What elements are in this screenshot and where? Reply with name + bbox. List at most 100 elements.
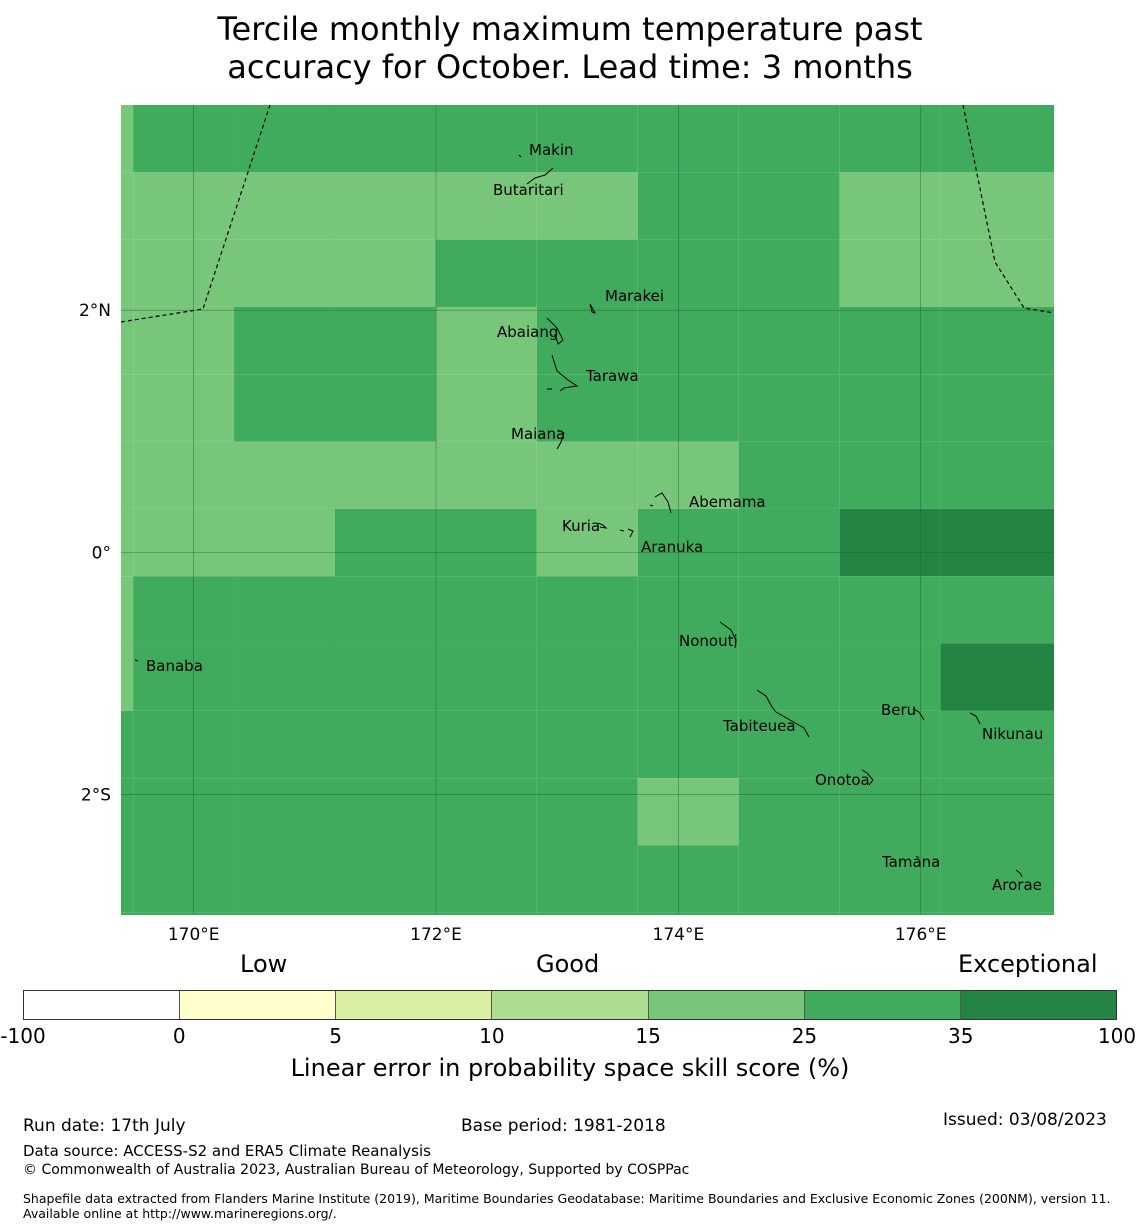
skill-cell <box>536 643 638 711</box>
skill-cell <box>839 643 941 711</box>
lat-tick-label: 2°S <box>81 786 111 806</box>
skill-cell <box>133 912 235 915</box>
colorbar-segment <box>804 991 961 1019</box>
outline-banaba <box>134 659 139 662</box>
skill-cell <box>738 374 840 442</box>
skill-cell <box>121 306 134 375</box>
skill-cell <box>637 576 739 644</box>
skill-cell <box>334 172 436 240</box>
skill-cell <box>121 508 134 577</box>
skill-cell <box>637 172 739 240</box>
skill-cell <box>435 172 537 240</box>
island-label-tarawa: Tarawa <box>585 367 639 385</box>
island-label-arorae: Arorae <box>992 876 1042 894</box>
map-title-line-1: Tercile monthly maximum temperature past <box>217 10 923 48</box>
graticule <box>121 105 1054 915</box>
colorbar-tick-label: 5 <box>329 1024 342 1048</box>
outline-arorae <box>1015 869 1023 878</box>
island-label-butaritari: Butaritari <box>493 181 564 199</box>
skill-cell <box>121 576 134 644</box>
skill-cell <box>234 105 335 173</box>
skill-cell <box>121 710 134 779</box>
skill-cell <box>738 845 840 913</box>
skill-cell <box>133 105 235 173</box>
skill-cell <box>839 576 941 644</box>
skill-cell <box>435 912 537 915</box>
colorbar-tick-label: 15 <box>635 1024 661 1048</box>
skill-cell <box>435 778 537 846</box>
colorbar-segment <box>180 991 337 1019</box>
colorbar-tick-label: 100 <box>1097 1024 1137 1048</box>
outline-tabiteuea <box>756 689 810 738</box>
skill-cell <box>536 374 638 442</box>
skill-cell <box>637 239 739 307</box>
outline-onotoa <box>861 769 874 786</box>
skill-cell <box>839 845 941 913</box>
skill-cell <box>334 374 436 442</box>
skill-cell <box>637 710 739 779</box>
skill-cell <box>234 239 335 307</box>
island-label-nikunau: Nikunau <box>982 725 1043 743</box>
colorbar-segment <box>960 991 1116 1019</box>
skill-cell <box>536 441 638 509</box>
skill-cell <box>536 710 638 779</box>
skill-cell <box>334 710 436 779</box>
skill-cell <box>738 105 840 173</box>
skill-cell <box>334 576 436 644</box>
island-label-makin: Makin <box>529 141 574 159</box>
skill-cell <box>738 778 840 846</box>
map-title-line-2: accuracy for October. Lead time: 3 month… <box>227 48 913 86</box>
skill-cell <box>536 576 638 644</box>
skill-cell <box>133 172 235 240</box>
outline-nonouti <box>719 621 737 649</box>
skill-cell <box>334 778 436 846</box>
skill-cell <box>738 508 840 577</box>
skill-cell <box>536 912 638 915</box>
skill-cell <box>121 172 134 240</box>
outline-butaritari <box>526 167 554 185</box>
skill-cell <box>435 508 537 577</box>
skill-cell <box>637 441 739 509</box>
skill-cell <box>738 441 840 509</box>
map-title: Tercile monthly maximum temperature past… <box>0 10 1140 86</box>
outline-abaiang <box>546 317 564 345</box>
colorbar-tick-label: 25 <box>791 1024 818 1048</box>
island-label-beru: Beru <box>881 701 916 719</box>
skill-cell <box>234 710 335 779</box>
skill-cell <box>839 508 941 577</box>
colorbar-tick-label: -100 <box>0 1024 46 1048</box>
skill-cell <box>940 306 1054 375</box>
skill-cell <box>839 105 941 173</box>
skill-cell <box>738 912 840 915</box>
skill-cell <box>435 845 537 913</box>
skill-cell <box>234 441 335 509</box>
skill-cell <box>334 239 436 307</box>
skill-cell <box>738 710 840 779</box>
skill-cell <box>234 172 335 240</box>
island-label-marakei: Marakei <box>605 287 664 305</box>
skill-cell <box>334 912 436 915</box>
island-label-onotoa: Onotoa <box>815 771 870 789</box>
skill-cell <box>536 508 638 577</box>
outline-maiana <box>556 429 565 450</box>
island-label-nonouti: Nonouti <box>679 632 738 650</box>
skill-cell <box>133 576 235 644</box>
skill-cell <box>839 172 941 240</box>
colorbar-tick-label: 10 <box>479 1024 505 1048</box>
colorbar-tick-label: 35 <box>947 1024 974 1048</box>
outline-kuria <box>597 522 608 529</box>
island-label-banaba: Banaba <box>146 657 203 675</box>
skill-cell <box>940 778 1054 846</box>
island-label-aranuka: Aranuka <box>641 538 703 556</box>
outline-tarawa <box>547 354 579 392</box>
skill-cell <box>940 643 1054 711</box>
axis-ticks: 170°E 172°E 174°E 176°E 2°N 0° 2°S <box>79 301 947 945</box>
skill-cell <box>435 643 537 711</box>
skill-cell <box>536 239 638 307</box>
skill-cell <box>940 508 1054 577</box>
skill-cell <box>133 778 235 846</box>
skill-cell <box>940 912 1054 915</box>
legend-category-exceptional: Exceptional <box>958 950 1098 978</box>
skill-cell <box>536 778 638 846</box>
data-source: Data source: ACCESS-S2 and ERA5 Climate … <box>23 1142 431 1160</box>
